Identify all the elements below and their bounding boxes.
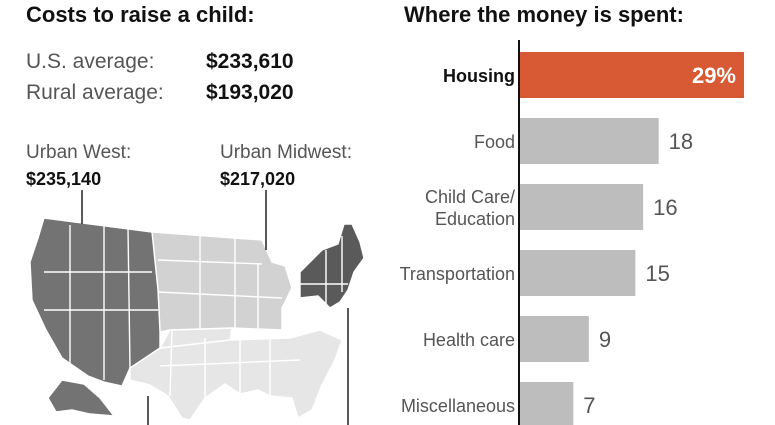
- category-label-line: Housing: [443, 66, 515, 86]
- region-northeast: [299, 223, 365, 309]
- region-west: [29, 217, 161, 417]
- bar-4: [519, 316, 589, 362]
- bar-1: [519, 118, 659, 164]
- category-label-line: Child Care/: [425, 187, 515, 207]
- value-label-1: 18: [669, 129, 693, 154]
- urban-west-label: Urban West:: [26, 142, 132, 163]
- category-label-5: Miscellaneous: [401, 396, 515, 416]
- category-label-line: Miscellaneous: [401, 396, 515, 416]
- category-label-4: Health care: [423, 330, 515, 350]
- rural-average-value: $193,020: [206, 81, 294, 104]
- category-label-line: Education: [435, 209, 515, 229]
- category-label-0: Housing: [443, 66, 515, 86]
- bar-0: [519, 52, 744, 98]
- region-midwest: [151, 231, 293, 333]
- us-average-label: U.S. average:: [26, 50, 155, 73]
- category-label-line: Health care: [423, 330, 515, 350]
- left-title: Costs to raise a child:: [26, 2, 255, 27]
- bar-5: [519, 382, 574, 425]
- bar-2: [519, 184, 644, 230]
- category-label-3: Transportation: [400, 264, 515, 284]
- map-borders: [44, 218, 348, 398]
- bar-3: [519, 250, 636, 296]
- category-label-1: Food: [474, 132, 515, 152]
- urban-west-value: $235,140: [26, 169, 102, 189]
- urban-midwest-value: $217,020: [220, 169, 296, 189]
- chart-title: Where the money is spent:: [404, 2, 684, 27]
- value-label-5: 7: [583, 393, 595, 418]
- value-label-2: 16: [653, 195, 677, 220]
- category-label-line: Food: [474, 132, 515, 152]
- value-label-3: 15: [645, 261, 669, 286]
- rural-average-label: Rural average:: [26, 81, 164, 104]
- value-label-4: 9: [599, 327, 611, 352]
- category-label-line: Transportation: [400, 264, 515, 284]
- us-map: [29, 190, 365, 425]
- value-label-0: 29%: [692, 63, 736, 88]
- urban-midwest-label: Urban Midwest:: [220, 142, 352, 163]
- us-average-value: $233,610: [206, 50, 294, 73]
- region-south: [129, 327, 343, 421]
- bar-chart: Housing 29% Food 18 Child Care/Education 16 Tr…: [400, 40, 744, 425]
- category-label-2: Child Care/Education: [425, 187, 515, 229]
